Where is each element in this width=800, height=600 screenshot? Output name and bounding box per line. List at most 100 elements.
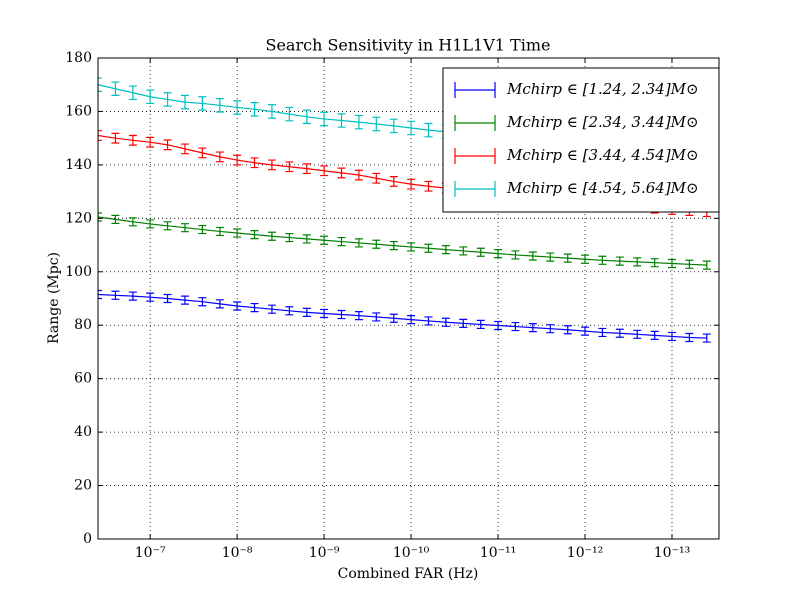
error-bar bbox=[354, 238, 363, 248]
error-bar bbox=[389, 118, 398, 134]
y-tick-label: 100 bbox=[65, 264, 92, 280]
error-bar bbox=[424, 316, 433, 326]
error-bar bbox=[685, 259, 694, 269]
error-bar bbox=[633, 257, 642, 267]
error-bar bbox=[180, 223, 189, 233]
legend-label: Mchirp ∈ [4.54, 5.64]M⊙ bbox=[506, 179, 699, 197]
error-bar bbox=[546, 324, 555, 334]
error-bar bbox=[111, 214, 120, 225]
series-line bbox=[98, 216, 707, 266]
y-tick-label: 0 bbox=[83, 531, 92, 547]
error-bar bbox=[459, 246, 468, 256]
legend-label: Mchirp ∈ [2.34, 3.44]M⊙ bbox=[506, 113, 699, 131]
error-bar bbox=[650, 258, 659, 268]
y-tick-label: 120 bbox=[65, 210, 92, 226]
error-bar bbox=[581, 326, 590, 336]
error-bar bbox=[215, 226, 224, 237]
y-tick-label: 140 bbox=[65, 157, 92, 173]
error-bar bbox=[250, 157, 259, 169]
error-bar bbox=[546, 252, 555, 262]
error-bar bbox=[511, 250, 520, 260]
error-bar bbox=[146, 89, 155, 105]
x-tick-label: 10⁻⁹ bbox=[309, 545, 340, 561]
error-bar bbox=[180, 143, 189, 155]
error-bar bbox=[285, 106, 294, 122]
legend-label: Mchirp ∈ [3.44, 4.54]M⊙ bbox=[506, 146, 699, 164]
error-bar bbox=[598, 327, 607, 338]
error-bar bbox=[407, 178, 416, 190]
error-bar bbox=[98, 212, 102, 222]
error-bar bbox=[615, 256, 624, 266]
error-bar bbox=[163, 293, 172, 304]
error-bar bbox=[180, 94, 189, 110]
error-bar bbox=[111, 290, 120, 300]
error-bar bbox=[163, 92, 172, 107]
x-tick-label: 10⁻⁸ bbox=[222, 545, 253, 561]
error-bar bbox=[111, 132, 120, 144]
x-axis-label: Combined FAR (Hz) bbox=[338, 566, 479, 582]
chart-title: Search Sensitivity in H1L1V1 Time bbox=[266, 36, 551, 55]
error-bar bbox=[441, 244, 450, 255]
error-bar bbox=[320, 111, 329, 127]
error-bar bbox=[563, 325, 572, 335]
x-tick-label: 10⁻¹¹ bbox=[480, 545, 516, 561]
legend-swatch bbox=[454, 148, 496, 164]
error-bar bbox=[215, 98, 224, 113]
error-bar bbox=[337, 309, 346, 320]
error-bar bbox=[163, 139, 172, 151]
error-bar bbox=[233, 100, 242, 115]
error-bar bbox=[233, 228, 242, 238]
error-bar bbox=[354, 310, 363, 321]
error-bar bbox=[250, 102, 259, 117]
error-bar bbox=[563, 253, 572, 263]
error-bar bbox=[98, 130, 102, 141]
error-bar bbox=[389, 176, 398, 187]
error-bar bbox=[685, 332, 694, 343]
error-bar bbox=[702, 333, 711, 343]
x-tick-label: 10⁻⁷ bbox=[135, 545, 166, 561]
error-bar bbox=[302, 307, 311, 318]
legend-swatch bbox=[454, 181, 496, 197]
error-bar bbox=[494, 248, 503, 259]
error-bar bbox=[476, 247, 485, 257]
error-bar bbox=[163, 221, 172, 231]
error-bar bbox=[146, 292, 155, 302]
error-bar bbox=[528, 251, 537, 261]
x-tick-label: 10⁻¹⁰ bbox=[393, 545, 430, 561]
error-bar bbox=[215, 299, 224, 309]
y-tick-label: 160 bbox=[65, 103, 92, 119]
y-tick-label: 80 bbox=[74, 317, 92, 333]
error-bar bbox=[441, 317, 450, 327]
error-bar bbox=[233, 154, 242, 166]
error-bar bbox=[424, 180, 433, 192]
error-bar bbox=[372, 116, 381, 132]
y-axis-label: Range (Mpc) bbox=[46, 252, 62, 344]
error-bar bbox=[389, 240, 398, 251]
error-bar bbox=[337, 113, 346, 128]
x-tick-label: 10⁻¹³ bbox=[654, 545, 690, 561]
legend-swatch bbox=[454, 115, 496, 131]
x-tick-label: 10⁻¹² bbox=[567, 545, 603, 561]
error-bar bbox=[128, 134, 137, 146]
error-bar bbox=[198, 224, 207, 235]
error-bar bbox=[128, 217, 137, 227]
error-bar bbox=[372, 312, 381, 322]
error-bar bbox=[511, 321, 520, 332]
error-bar bbox=[146, 136, 155, 148]
error-bar bbox=[581, 254, 590, 264]
error-bar bbox=[98, 77, 102, 93]
plot-frame bbox=[97, 57, 720, 540]
error-bar bbox=[250, 230, 259, 240]
error-bar bbox=[267, 159, 276, 171]
error-bar bbox=[337, 167, 346, 179]
error-bar bbox=[198, 297, 207, 307]
error-bar bbox=[320, 235, 329, 245]
error-bar bbox=[250, 302, 259, 313]
error-bar bbox=[476, 319, 485, 330]
error-bar bbox=[424, 122, 433, 138]
error-bar bbox=[459, 318, 468, 328]
error-bar bbox=[615, 328, 624, 338]
error-bar bbox=[198, 147, 207, 159]
error-bar bbox=[372, 239, 381, 249]
y-tick-label: 180 bbox=[65, 50, 92, 66]
